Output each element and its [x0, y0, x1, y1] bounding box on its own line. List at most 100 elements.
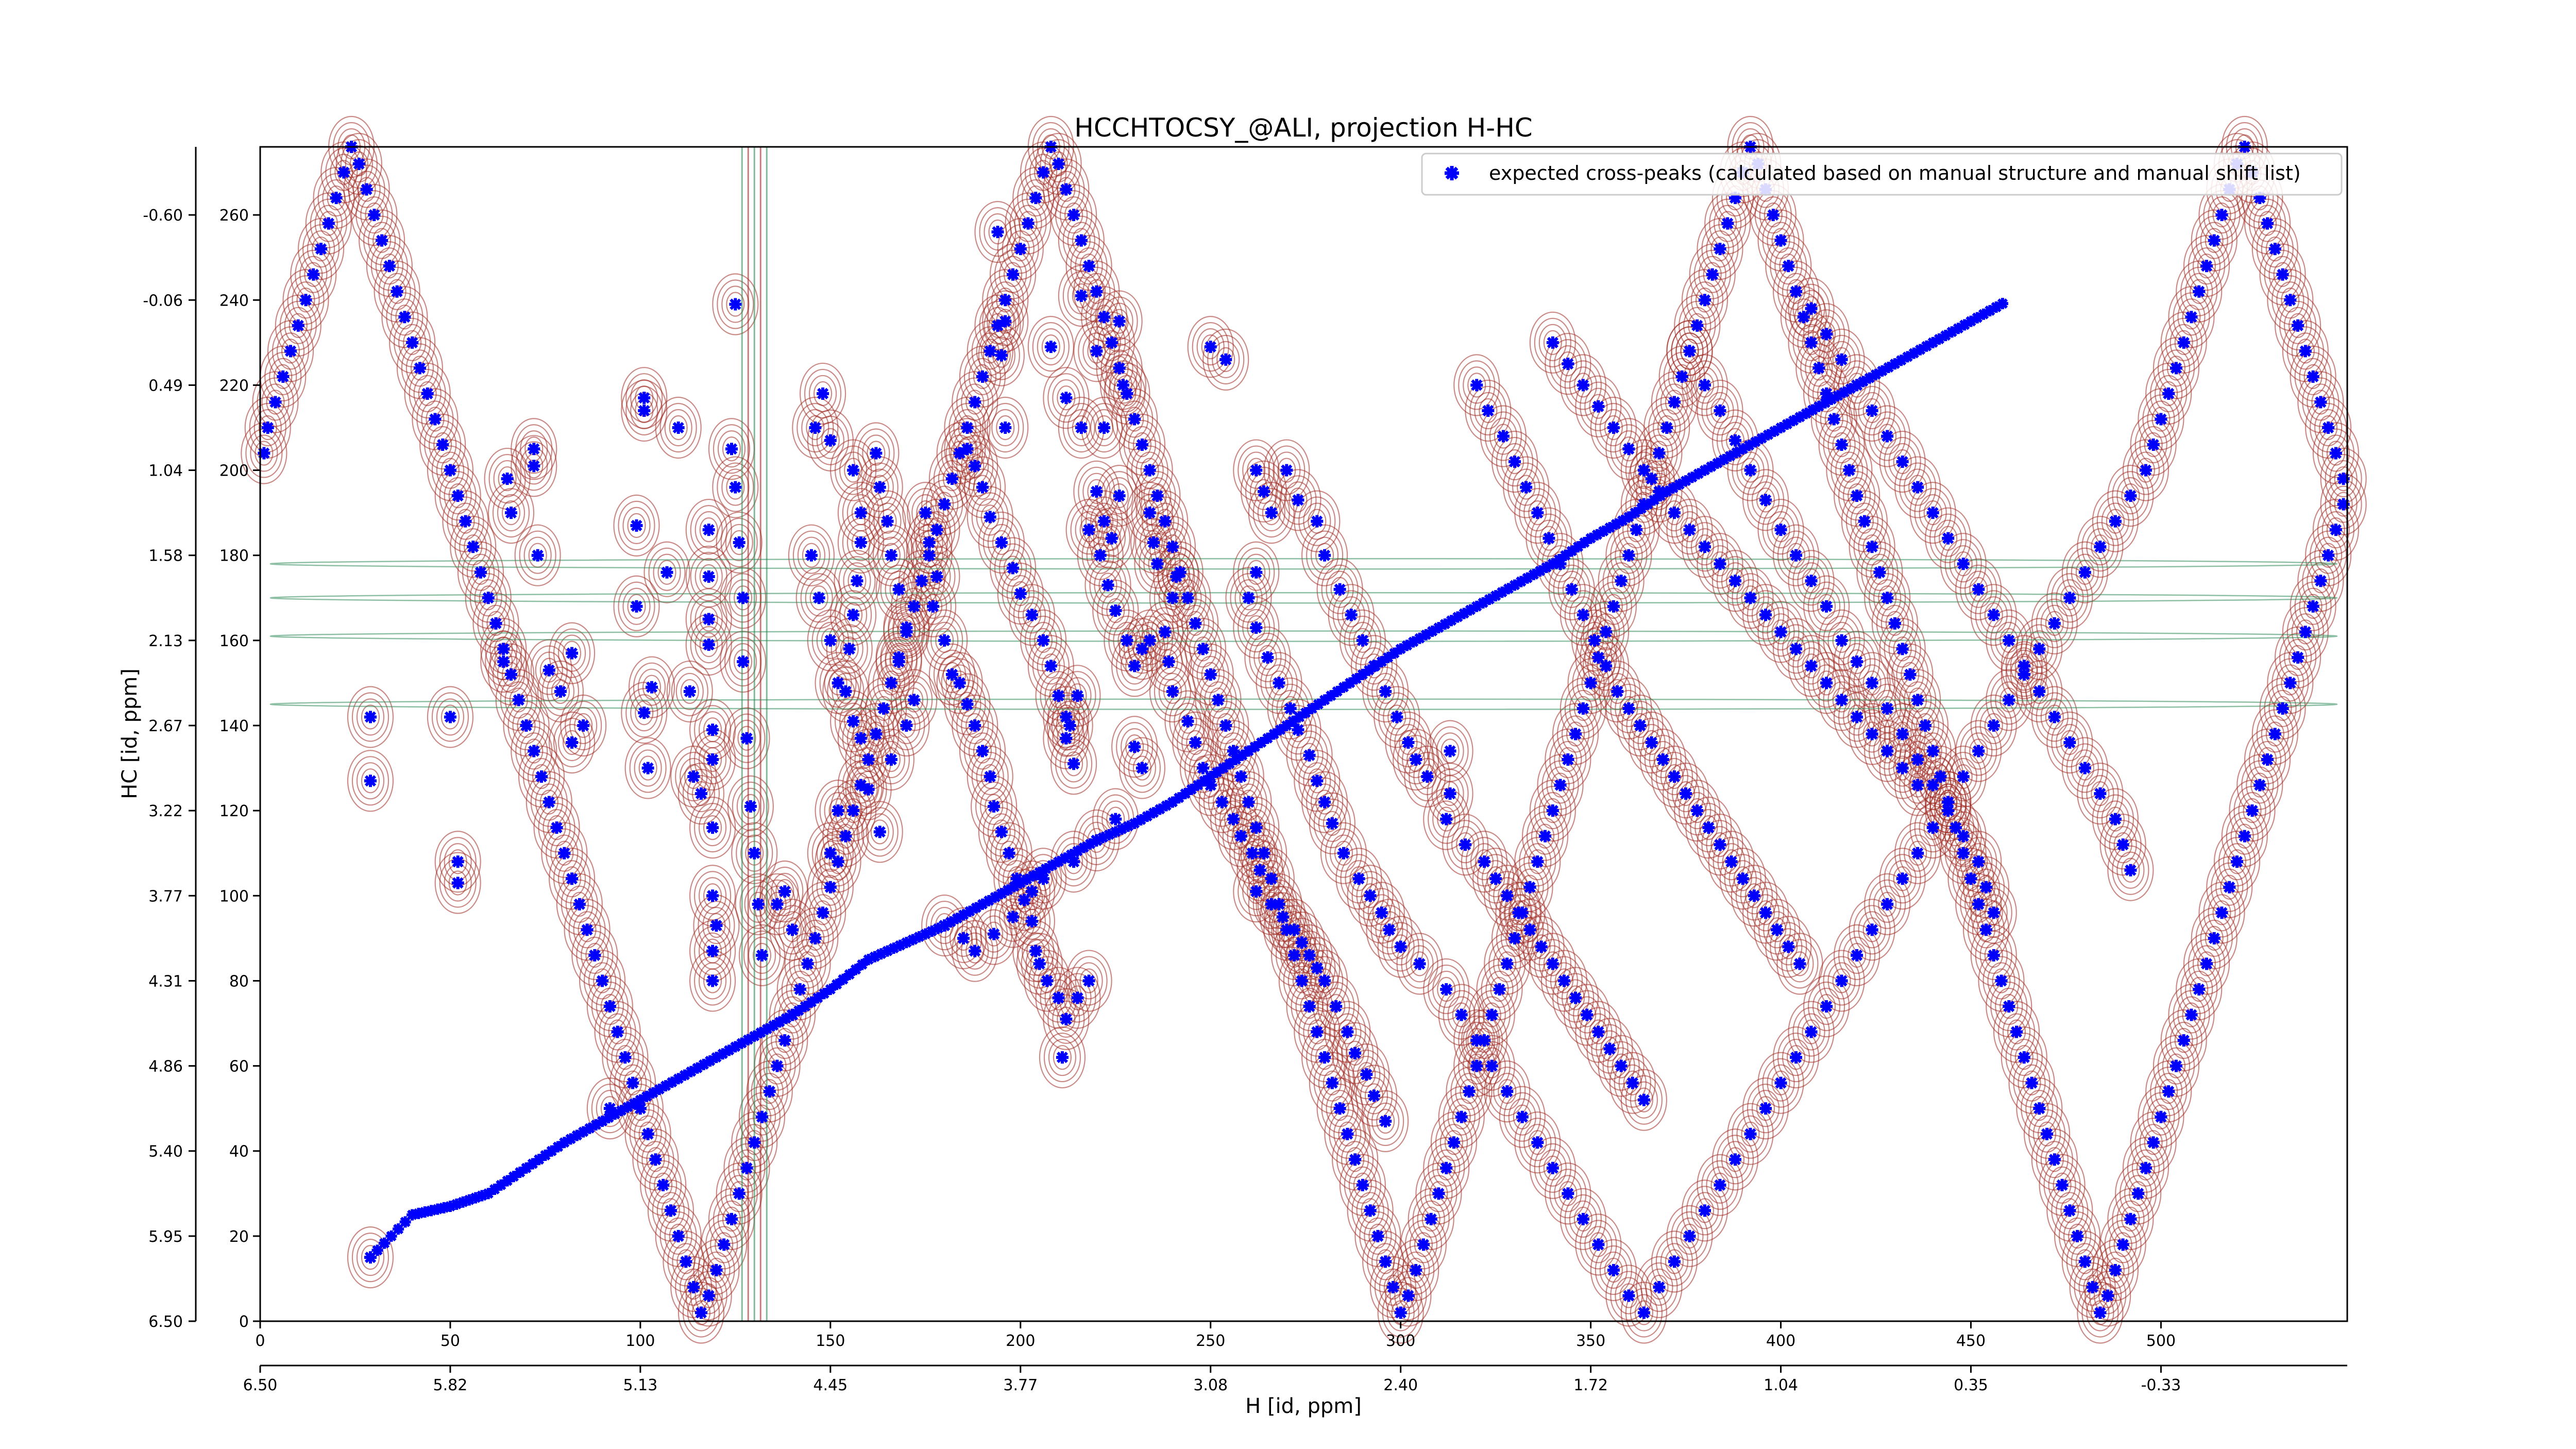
cross-peak-marker — [1136, 762, 1148, 774]
cross-peak-marker — [1318, 1051, 1331, 1064]
cross-peak-marker — [1143, 507, 1156, 519]
cross-peak-marker — [2322, 549, 2335, 562]
cross-peak-marker — [1029, 192, 1042, 205]
x-ppm-tick-label: 4.45 — [813, 1376, 848, 1394]
cross-peak-marker — [1668, 1255, 1681, 1268]
x-index-tick-label: 200 — [1006, 1332, 1035, 1350]
peak-contour — [1545, 333, 1591, 395]
cross-peak-marker — [505, 507, 518, 519]
peak-contour — [511, 435, 557, 497]
cross-peak-marker — [1082, 974, 1095, 987]
cross-peak-marker — [573, 898, 586, 911]
cross-peak-marker — [885, 677, 897, 689]
cross-peak-marker — [2109, 813, 2122, 825]
x-index-tick-label: 450 — [1956, 1332, 1986, 1350]
cross-peak-marker — [2048, 617, 2061, 630]
cross-peak-marker — [619, 1051, 632, 1064]
cross-peak-marker — [854, 779, 867, 791]
cross-peak-marker — [1341, 1025, 1354, 1038]
cross-peak-marker — [1888, 617, 1901, 630]
cross-peak-marker — [360, 183, 373, 196]
peak-contour — [1453, 354, 1500, 416]
cross-peak-marker — [528, 745, 540, 757]
cross-peak-marker — [1352, 872, 1365, 885]
peak-contour — [1681, 269, 1728, 331]
cross-peak-marker — [1911, 694, 1924, 706]
peak-contour — [723, 707, 770, 769]
cross-peak-marker — [467, 541, 480, 553]
cross-peak-marker — [1987, 906, 2000, 919]
cross-peak-marker — [1759, 609, 1772, 621]
cross-peak-marker — [1330, 1000, 1343, 1013]
cross-peak-marker — [641, 1127, 654, 1140]
peak-contour — [548, 711, 596, 774]
cross-peak-marker — [1041, 974, 1054, 987]
cross-peak-marker — [1995, 974, 2008, 987]
cross-peak-marker — [558, 847, 571, 860]
y-ppm-tick-label: 4.31 — [148, 972, 183, 990]
peak-contour — [940, 907, 987, 969]
cross-peak-marker — [1835, 439, 1848, 451]
cross-peak-marker — [812, 592, 825, 604]
cross-peak-marker — [2155, 413, 2167, 426]
cross-peak-marker — [1607, 600, 1620, 613]
cross-peak-marker — [1637, 464, 1650, 477]
cross-peak-marker — [1067, 209, 1080, 222]
cross-peak-marker — [1136, 439, 1148, 451]
cross-peak-marker — [961, 698, 974, 711]
cross-peak-marker — [1851, 711, 1863, 723]
cross-peak-marker — [2003, 694, 2015, 706]
cross-peak-marker — [2041, 1127, 2054, 1140]
cross-peak-marker — [824, 847, 837, 860]
cross-peak-marker — [839, 685, 852, 698]
cross-peak-marker — [1668, 396, 1681, 409]
y-ppm-axis: 6.50 5.95 5.40 4.86 4.31 3.77 3.22 2.67 2.13 1.58… — [143, 207, 196, 1331]
cross-peak-marker — [543, 796, 555, 808]
cross-peak-marker — [1151, 558, 1164, 570]
peak-contour — [1503, 456, 1550, 518]
cross-peak-marker — [398, 311, 411, 324]
cross-peak-marker — [1964, 872, 1977, 885]
cross-peak-marker — [824, 881, 837, 894]
cross-peak-marker — [969, 460, 981, 473]
cross-peak-marker — [854, 732, 867, 745]
peak-contour — [1727, 1103, 1774, 1165]
cross-peak-marker — [969, 719, 981, 732]
peak-contour — [282, 269, 329, 331]
cross-peak-marker — [1143, 464, 1156, 477]
cross-peak-marker — [995, 536, 1008, 549]
cross-peak-marker — [1246, 847, 1259, 860]
cross-peak-marker — [706, 821, 719, 834]
y-ppm-tick-label: 4.86 — [148, 1058, 183, 1076]
cross-peak-marker — [793, 983, 806, 996]
cross-peak-marker — [1318, 974, 1331, 987]
cross-peak-marker — [638, 392, 651, 405]
cross-peak-marker — [2071, 1229, 2084, 1242]
cross-peak-marker — [1090, 345, 1103, 358]
cross-peak-marker — [660, 566, 673, 579]
cross-peak-marker — [756, 1110, 769, 1123]
peak-contour — [290, 243, 337, 306]
cross-peak-marker — [1455, 1110, 1468, 1123]
cross-peak-marker — [1501, 1085, 1514, 1098]
peak-contour — [2145, 1060, 2192, 1123]
cross-peak-marker — [702, 1289, 715, 1302]
cross-peak-marker — [2276, 268, 2289, 281]
cross-peak-marker — [1101, 579, 1114, 592]
cross-peak-marker — [1212, 694, 1225, 706]
cross-peak-marker — [2025, 1076, 2038, 1089]
peak-contour — [1978, 950, 2025, 1012]
cross-peak-marker — [1444, 787, 1456, 800]
cross-peak-marker — [1531, 1136, 1544, 1149]
cross-peak-marker — [292, 319, 304, 332]
x-ppm-tick-label: 5.13 — [623, 1376, 657, 1394]
y-ppm-tick-label: 3.77 — [148, 887, 183, 905]
cross-peak-marker — [1159, 515, 1172, 528]
cross-peak-marker — [839, 830, 852, 843]
diagonal-marker — [399, 1216, 411, 1228]
y-index-tick-label: 160 — [219, 632, 249, 650]
peak-contour — [1065, 950, 1112, 1012]
cross-peak-marker — [1683, 345, 1696, 358]
cross-peak-marker — [1162, 655, 1175, 668]
y-ppm-tick-label: 2.67 — [148, 717, 183, 735]
